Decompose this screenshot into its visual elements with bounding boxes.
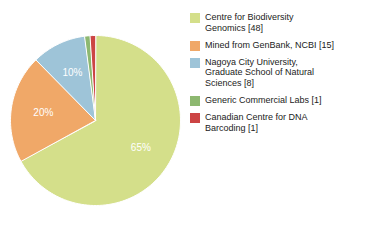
svg-text:65%: 65% bbox=[131, 142, 151, 153]
html-text:Centre for Biodiversity Genomi: Centre for Biodiversity Genomics [48] bbox=[205, 12, 294, 33]
svg-text:10%: 10% bbox=[62, 67, 82, 78]
html-text:Generic Commercial Labs [1]: Generic Commercial Labs [1] bbox=[205, 95, 322, 105]
html-text:Nagoya City University, Gradua: Nagoya City University, Graduate School … bbox=[205, 56, 315, 89]
svg-text:20%: 20% bbox=[33, 107, 53, 118]
html-text:Canadian Centre for DNA Barcod: Canadian Centre for DNA Barcoding [1] bbox=[205, 112, 308, 133]
html-text:Mined from GenBank, NCBI [15]: Mined from GenBank, NCBI [15] bbox=[205, 39, 335, 50]
